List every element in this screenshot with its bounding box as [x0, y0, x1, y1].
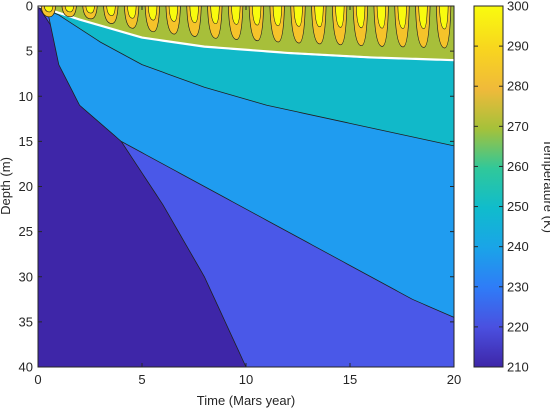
contour-bands — [38, 6, 454, 367]
band-above-250K — [38, 6, 454, 61]
seasonal-lobe-peak — [293, 6, 303, 27]
colorbar-tick-label: 300 — [507, 0, 529, 14]
seasonal-lobe-peak — [168, 6, 179, 22]
plot-area — [37, 5, 455, 368]
y-tick-label: 25 — [19, 224, 33, 239]
seasonal-lobe-peak — [64, 6, 75, 13]
colorbar-tick-label: 270 — [507, 119, 529, 134]
x-tick-label: 10 — [239, 372, 253, 387]
contour-line-250K — [38, 6, 454, 62]
colorbar-tick-label: 220 — [507, 319, 529, 334]
contour-line-240K — [38, 6, 454, 147]
seasonal-lobe-peak — [127, 6, 137, 19]
x-tick-label: 20 — [447, 372, 461, 387]
y-tick-label: 5 — [26, 44, 33, 59]
colorbar-tick-label: 210 — [507, 360, 529, 375]
colorbar-scale — [473, 5, 504, 368]
seasonal-lobe-peak — [43, 6, 54, 13]
x-tick-label: 5 — [138, 372, 145, 387]
seasonal-lobe-peak — [355, 6, 366, 29]
seasonal-lobe-peak — [397, 6, 407, 29]
seasonal-lobe-peak — [272, 6, 283, 27]
colorbar: 210 220 230 240 250 260 270 280 290 300 — [473, 0, 529, 375]
colorbar-label: Temperature (K) — [541, 139, 550, 233]
x-axis: 0 5 10 15 20 — [34, 6, 461, 387]
contour-line-230K — [38, 6, 454, 318]
x-axis-label: Time (Mars year) — [197, 393, 295, 408]
y-tick-label: 30 — [19, 269, 33, 284]
seasonal-lobe-peak — [439, 6, 449, 30]
y-axis-label: Depth (m) — [0, 157, 13, 215]
colorbar-tick-label: 250 — [507, 199, 529, 214]
x-tick-label: 15 — [343, 372, 357, 387]
x-tick-label: 0 — [34, 372, 41, 387]
colorbar-tick-label: 290 — [507, 39, 529, 54]
colorbar-tick-label: 260 — [507, 159, 529, 174]
colorbar-tick-label: 230 — [507, 279, 529, 294]
y-tick-label: 0 — [26, 0, 33, 14]
seasonal-lobe-peak — [147, 6, 158, 21]
seasonal-lobe-peak — [231, 6, 241, 25]
y-tick-label: 15 — [19, 134, 33, 149]
seasonal-lobe-peak — [376, 6, 387, 29]
seasonal-lobe-peak — [418, 6, 428, 30]
seasonal-lobe-peak — [189, 6, 199, 24]
seasonal-lobe-peak — [106, 6, 116, 16]
y-tick-label: 20 — [19, 179, 33, 194]
seasonal-lobe-peak — [85, 6, 95, 14]
colorbar-tick-label: 240 — [507, 239, 529, 254]
seasonal-wave-band — [40, 6, 452, 49]
y-tick-label: 40 — [19, 360, 33, 375]
y-axis: 0 5 10 15 20 25 30 35 40 — [19, 0, 454, 375]
colorbar-tick-label: 280 — [507, 79, 529, 94]
y-tick-label: 10 — [19, 89, 33, 104]
seasonal-lobe-peak — [314, 6, 324, 28]
seasonal-lobe-peak — [210, 6, 220, 25]
seasonal-lobe-peak — [335, 6, 345, 28]
y-tick-label: 35 — [19, 314, 33, 329]
seasonal-lobe-peak — [251, 6, 262, 26]
